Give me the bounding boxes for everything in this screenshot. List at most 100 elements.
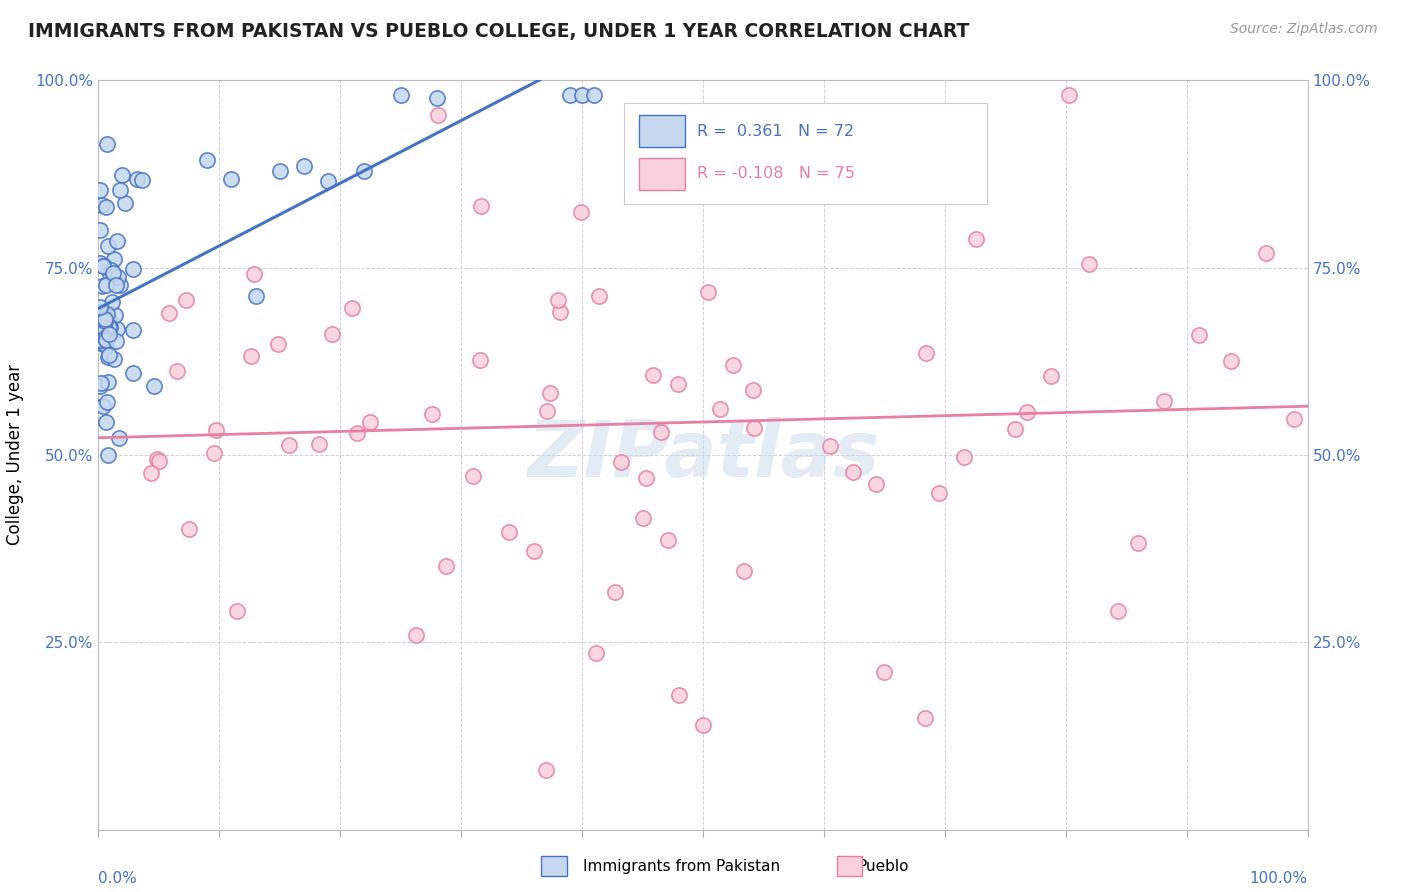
Point	[534, 763, 557, 777]
Point	[277, 438, 299, 452]
Point	[98, 319, 121, 334]
Point	[96, 308, 118, 322]
Point	[176, 293, 198, 308]
Point	[641, 368, 664, 382]
Point	[558, 88, 581, 103]
Point	[127, 172, 149, 186]
Point	[98, 267, 121, 281]
Point	[89, 301, 111, 315]
Point	[605, 585, 627, 599]
Point	[585, 646, 607, 660]
Point	[91, 337, 114, 351]
Point	[666, 377, 689, 392]
Point	[131, 173, 153, 187]
Point	[1153, 394, 1175, 409]
Point	[583, 88, 606, 103]
Point	[105, 322, 128, 336]
Point	[953, 450, 976, 464]
Point	[1040, 368, 1063, 383]
Point	[569, 205, 592, 219]
Point	[89, 304, 111, 318]
Point	[157, 306, 180, 320]
Point	[842, 465, 865, 479]
Point	[538, 386, 561, 401]
Point	[1077, 257, 1099, 271]
Point	[389, 88, 412, 103]
Point	[308, 437, 330, 451]
Point	[914, 711, 936, 725]
Point	[104, 277, 127, 292]
Point	[97, 351, 120, 365]
Point	[548, 305, 571, 319]
Point	[90, 376, 112, 390]
Point	[242, 267, 264, 281]
Point	[353, 163, 375, 178]
Point	[1015, 405, 1038, 419]
Point	[103, 351, 125, 366]
Point	[93, 259, 115, 273]
Point	[91, 259, 114, 273]
Point	[226, 604, 249, 618]
Point	[1126, 536, 1149, 550]
Point	[107, 270, 129, 285]
Point	[267, 336, 290, 351]
Point	[721, 358, 744, 372]
Point	[1220, 353, 1243, 368]
Point	[1188, 327, 1211, 342]
Point	[96, 137, 118, 152]
Point	[709, 402, 731, 417]
Point	[240, 349, 263, 363]
Point	[96, 317, 118, 331]
Point	[93, 399, 115, 413]
Point	[146, 452, 169, 467]
Point	[100, 262, 122, 277]
Point	[434, 558, 457, 573]
Point	[89, 334, 111, 348]
Point	[122, 366, 145, 380]
Point	[94, 336, 117, 351]
Point	[742, 383, 765, 397]
Point	[111, 168, 134, 182]
Text: IMMIGRANTS FROM PAKISTAN VS PUEBLO COLLEGE, UNDER 1 YEAR CORRELATION CHART: IMMIGRANTS FROM PAKISTAN VS PUEBLO COLLE…	[28, 22, 970, 41]
Point	[103, 252, 125, 266]
Point	[89, 256, 111, 270]
Point	[547, 293, 569, 308]
Point	[1254, 246, 1277, 260]
Point	[96, 415, 118, 429]
Point	[166, 364, 188, 378]
Point	[1107, 604, 1129, 618]
Point	[91, 197, 114, 211]
Point	[97, 449, 120, 463]
Point	[523, 543, 546, 558]
Point	[94, 312, 117, 326]
Point	[205, 423, 228, 437]
Point	[89, 183, 111, 197]
Y-axis label: College, Under 1 year: College, Under 1 year	[7, 364, 24, 546]
Bar	[638, 115, 685, 147]
Point	[634, 471, 657, 485]
Text: Immigrants from Pakistan: Immigrants from Pakistan	[583, 859, 780, 873]
Point	[914, 345, 936, 359]
Point	[346, 426, 368, 441]
Point	[610, 455, 633, 469]
Point	[865, 476, 887, 491]
Point	[195, 153, 218, 167]
Point	[107, 431, 129, 445]
Point	[1057, 88, 1080, 103]
Point	[108, 183, 131, 197]
Point	[422, 408, 444, 422]
Point	[90, 279, 112, 293]
Point	[463, 469, 485, 483]
Point	[101, 266, 124, 280]
Point	[98, 326, 121, 341]
Point	[94, 333, 117, 347]
Point	[100, 295, 122, 310]
Text: Pueblo: Pueblo	[858, 859, 910, 873]
Point	[340, 301, 363, 316]
Point	[179, 522, 201, 536]
Point	[89, 223, 111, 237]
Point	[657, 533, 679, 547]
Point	[148, 453, 170, 467]
Point	[96, 200, 118, 214]
Text: R =  0.361   N = 72: R = 0.361 N = 72	[697, 124, 853, 139]
